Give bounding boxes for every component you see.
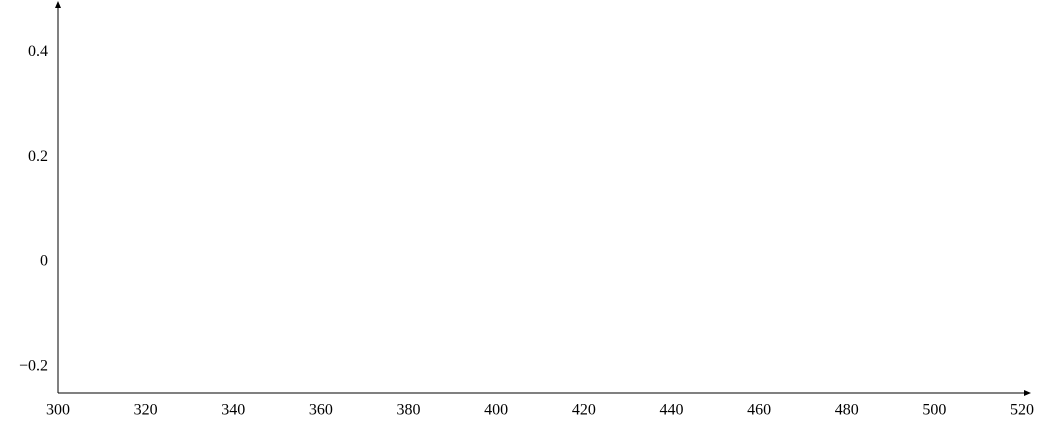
x-tick-label: 400 [484,402,508,419]
x-tick-label: 520 [1010,402,1034,419]
x-tick-label: 300 [46,402,70,419]
tick-labels: 300 320 340 360 380 400 420 440 460 480 500 520 −0.2… [19,43,1034,419]
x-tick-label: 420 [572,402,596,419]
x-tick-label: 340 [221,402,245,419]
x-tick-label: 360 [309,402,333,419]
x-tick-label: 380 [397,402,421,419]
x-tick-label: 500 [922,402,946,419]
x-tick-label: 320 [134,402,158,419]
axes [55,1,1031,396]
y-tick-label: 0 [40,253,48,270]
y-tick-label: 0.2 [28,148,48,165]
x-tick-label: 440 [659,402,683,419]
x-tick-label: 460 [747,402,771,419]
x-tick-label: 480 [835,402,859,419]
y-tick-label: 0.4 [28,43,48,60]
y-tick-label: −0.2 [19,357,48,374]
